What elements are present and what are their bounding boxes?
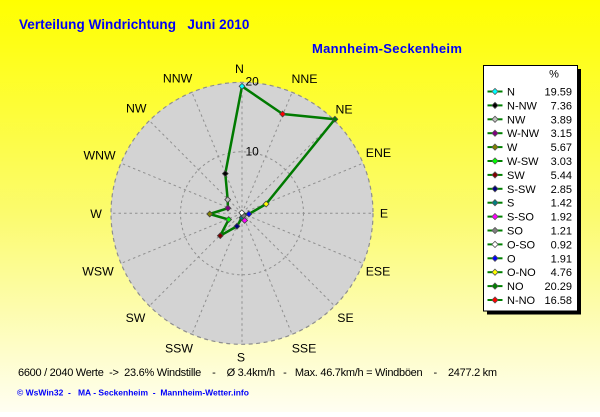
svg-text:WNW: WNW <box>84 148 116 162</box>
svg-text:19.59: 19.59 <box>544 87 572 99</box>
svg-text:O-NO: O-NO <box>507 267 536 279</box>
svg-text:NNW: NNW <box>163 72 193 86</box>
svg-text:3.15: 3.15 <box>551 128 572 140</box>
svg-text:W-SW: W-SW <box>507 156 539 168</box>
svg-text:SE: SE <box>337 311 353 325</box>
svg-text:SSW: SSW <box>165 342 193 356</box>
svg-text:NO: NO <box>507 281 524 293</box>
svg-text:O: O <box>507 253 516 265</box>
svg-text:7.36: 7.36 <box>551 100 572 112</box>
svg-text:1.92: 1.92 <box>551 212 572 224</box>
svg-text:SSE: SSE <box>292 342 317 356</box>
svg-text:3.03: 3.03 <box>551 156 572 168</box>
svg-text:N: N <box>235 62 244 76</box>
svg-text:1.21: 1.21 <box>551 226 572 238</box>
svg-text:20: 20 <box>246 75 260 89</box>
svg-text:SW: SW <box>507 170 525 182</box>
svg-text:5.67: 5.67 <box>551 142 572 154</box>
svg-text:O-SO: O-SO <box>507 239 536 251</box>
svg-text:NE: NE <box>335 103 352 117</box>
svg-text:NW: NW <box>126 102 147 116</box>
svg-text:6600 / 2040 Werte -> 23.6% W: 6600 / 2040 Werte -> 23.6% Windstille - … <box>18 367 497 379</box>
svg-text:ENE: ENE <box>366 146 391 160</box>
svg-text:S: S <box>507 198 514 210</box>
svg-text:3.89: 3.89 <box>551 114 572 126</box>
svg-text:1.91: 1.91 <box>551 253 572 265</box>
svg-text:20.29: 20.29 <box>544 281 572 293</box>
svg-text:1.42: 1.42 <box>551 198 572 210</box>
svg-text:SW: SW <box>126 311 146 325</box>
svg-text:NNE: NNE <box>292 72 318 86</box>
svg-text:4.76: 4.76 <box>551 267 572 279</box>
svg-text:S-SW: S-SW <box>507 184 536 196</box>
svg-text:10: 10 <box>246 145 260 159</box>
svg-text:%: % <box>549 69 559 81</box>
svg-text:NW: NW <box>507 114 526 126</box>
svg-text:N-NO: N-NO <box>507 295 536 307</box>
svg-text:Verteilung Windrichtung Juni: Verteilung Windrichtung Juni 2010 <box>19 17 249 32</box>
svg-text:Mannheim-Seckenheim: Mannheim-Seckenheim <box>312 41 462 56</box>
svg-text:ESE: ESE <box>366 265 391 279</box>
svg-text:S: S <box>237 351 245 365</box>
svg-text:W-NW: W-NW <box>507 128 540 140</box>
svg-text:WSW: WSW <box>82 265 114 279</box>
svg-text:16.58: 16.58 <box>544 295 572 307</box>
svg-text:W: W <box>90 207 102 221</box>
svg-text:N-NW: N-NW <box>507 100 538 112</box>
svg-text:© WsWin32 - MA - Seckenheim: © WsWin32 - MA - Seckenheim - Mannheim-W… <box>17 388 249 398</box>
svg-text:N: N <box>507 87 515 99</box>
svg-text:E: E <box>380 207 388 221</box>
svg-text:0.92: 0.92 <box>551 239 572 251</box>
svg-text:5.44: 5.44 <box>551 170 572 182</box>
svg-text:2.85: 2.85 <box>551 184 572 196</box>
svg-text:W: W <box>507 142 518 154</box>
svg-text:SO: SO <box>507 226 523 238</box>
svg-text:S-SO: S-SO <box>507 212 534 224</box>
